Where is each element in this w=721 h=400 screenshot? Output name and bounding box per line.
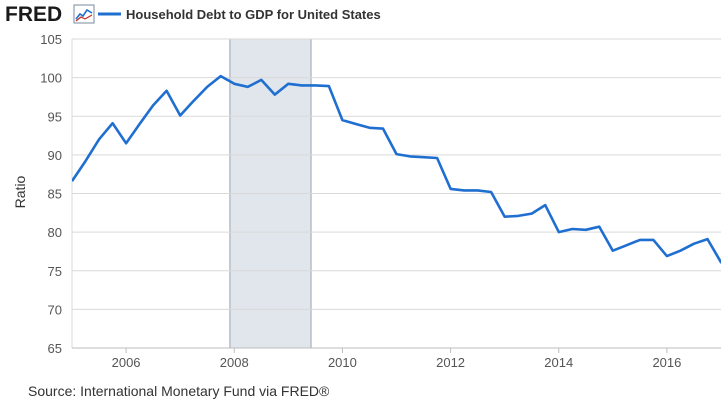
gridlines: [71, 38, 721, 349]
legend: Household Debt to GDP for United States: [98, 7, 381, 22]
x-tick-label: 2016: [652, 355, 681, 370]
x-tick-label: 2014: [544, 355, 573, 370]
y-tick-label: 75: [48, 264, 62, 279]
series-line: [72, 74, 721, 264]
y-tick-labels: 65 70 75 80 85 90 95 100 105: [40, 32, 62, 356]
x-tick-label: 2012: [436, 355, 465, 370]
y-tick-label: 70: [48, 302, 62, 317]
source-note: Source: International Monetary Fund via …: [28, 383, 330, 399]
fred-logo-text: FRED: [5, 3, 62, 26]
y-tick-label: 80: [48, 225, 62, 240]
fred-line-graph-icon: [73, 4, 95, 24]
x-tick-labels: 2006200820102012201420162018: [112, 348, 681, 370]
y-tick-label: 95: [48, 109, 62, 124]
y-tick-label: 65: [48, 341, 62, 356]
y-tick-label: 85: [48, 187, 62, 202]
x-tick-label: 2006: [112, 355, 141, 370]
y-tick-label: 100: [40, 71, 62, 86]
fred-logo[interactable]: FRED: [5, 3, 95, 26]
y-tick-label: 105: [40, 32, 62, 47]
y-axis-title: Ratio: [12, 175, 28, 208]
x-tick-label: 2008: [220, 355, 249, 370]
series-layer: [72, 74, 721, 264]
y-tick-label: 90: [48, 148, 62, 163]
x-tick-label: 2010: [328, 355, 357, 370]
legend-label: Household Debt to GDP for United States: [126, 7, 381, 22]
